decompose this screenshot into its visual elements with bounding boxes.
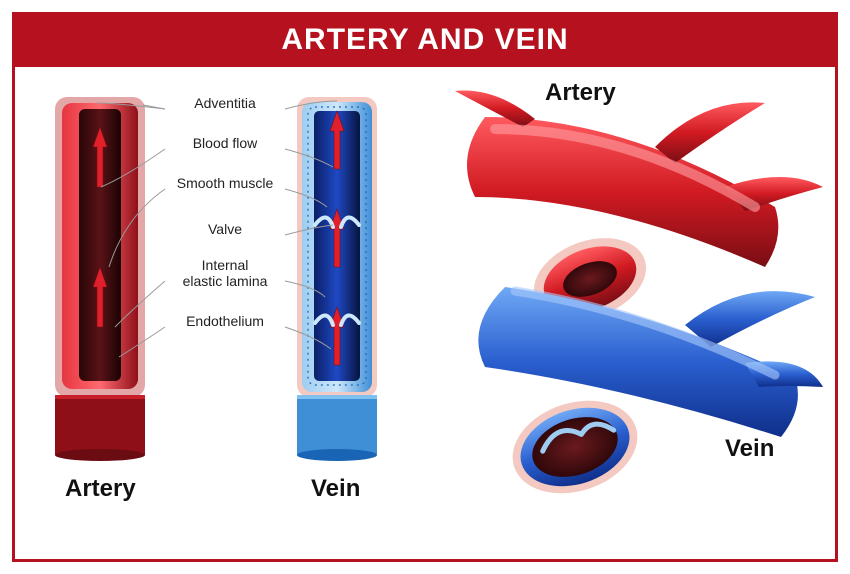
vein-3d (425, 267, 825, 547)
vein-3d-label: Vein (725, 435, 774, 463)
leader-lines (15, 97, 415, 457)
title-bar: ARTERY AND VEIN (15, 15, 835, 67)
artery-3d-label: Artery (545, 79, 616, 107)
page-title: ARTERY AND VEIN (281, 23, 568, 56)
content-area: Adventitia Blood flow Smooth muscle Valv… (15, 67, 835, 559)
artery-section-label: Artery (65, 475, 136, 503)
diagram-frame: ARTERY AND VEIN (12, 12, 838, 562)
vein-section-label: Vein (311, 475, 360, 503)
